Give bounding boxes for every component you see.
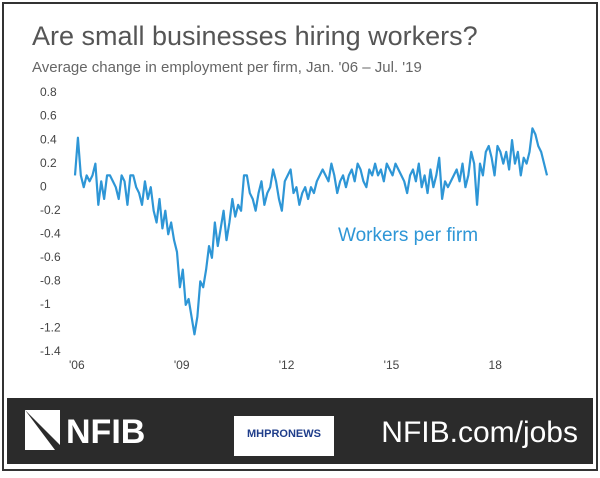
y-tick-label: 0.8: [40, 85, 57, 99]
annotation: Workers per firm: [338, 225, 478, 246]
chart-subtitle: Average change in employment per firm, J…: [32, 59, 422, 76]
y-tick-label: -0.8: [40, 274, 61, 288]
x-tick-label: '06: [69, 358, 85, 372]
y-tick-label: 0: [40, 179, 47, 193]
y-tick-label: -0.4: [40, 226, 61, 240]
data-line: [73, 127, 549, 336]
y-tick-label: -1.4: [40, 344, 61, 358]
y-tick-label: -1.2: [40, 321, 61, 335]
y-tick-label: 0.2: [40, 156, 57, 170]
badge-text: MHPRONEWS: [247, 428, 321, 440]
x-tick-label: 18: [489, 358, 503, 372]
chart-title: Are small businesses hiring workers?: [32, 21, 478, 51]
logo-text: NFIB: [66, 413, 145, 451]
logo-mark: [25, 410, 60, 450]
x-tick-label: '12: [279, 358, 295, 372]
footer-url: NFIB.com/jobs: [381, 416, 578, 449]
y-tick-label: 0.6: [40, 109, 57, 123]
y-tick-label: -0.6: [40, 250, 61, 264]
y-tick-label: -0.2: [40, 203, 61, 217]
x-tick-label: '09: [174, 358, 190, 372]
y-tick-label: 0.4: [40, 132, 57, 146]
badge-box: [234, 416, 334, 456]
x-tick-label: '15: [384, 358, 400, 372]
frame: [2, 2, 598, 471]
y-tick-label: -1: [40, 297, 51, 311]
